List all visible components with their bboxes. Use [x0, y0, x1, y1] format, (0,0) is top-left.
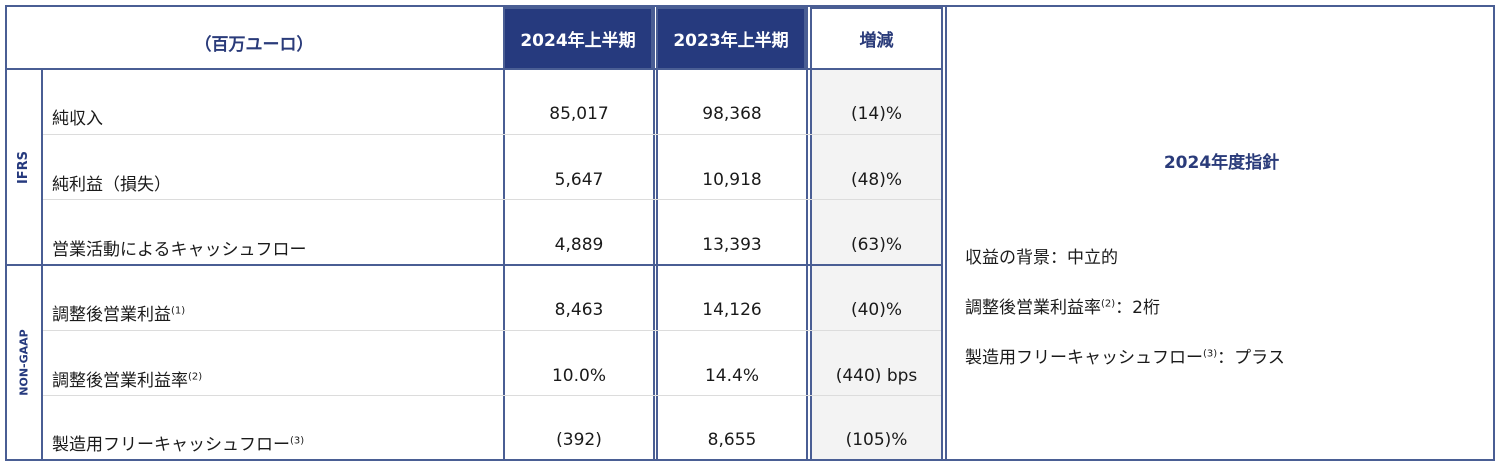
- cell-change: (105)%: [845, 430, 908, 450]
- ifrs-group-label: IFRS: [7, 70, 41, 264]
- col-divider-5: [810, 7, 812, 459]
- cell-2024: 10.0%: [551, 366, 606, 386]
- header-divider: [7, 68, 943, 70]
- guidance-item-revenue-backdrop: 収益の背景：中立的: [965, 248, 1118, 268]
- row-separator: [43, 134, 941, 135]
- cell-2023: 98,368: [702, 104, 762, 124]
- non-gaap-text: NON-GAAP: [17, 329, 31, 396]
- ifrs-text: IFRS: [16, 150, 32, 184]
- cell-change: (14)%: [850, 104, 903, 124]
- row-separator: [43, 199, 941, 200]
- cell-change: (40)%: [850, 300, 903, 320]
- row-label-operating-cash-flow: 営業活動によるキャッシュフロー: [52, 240, 307, 260]
- cell-2024: 85,017: [549, 104, 609, 124]
- guidance-item-free-cash-flow: 製造用フリーキャッシュフロー(3)：プラス: [965, 348, 1285, 368]
- table-frame: [5, 5, 1495, 461]
- row-label-adjusted-operating-income: 調整後営業利益(1): [52, 305, 186, 325]
- cell-2023: 10,918: [702, 170, 762, 190]
- row-label-net-income: 純利益（損失）: [52, 175, 171, 195]
- column-header-change: 増減: [810, 7, 943, 70]
- guidance-divider: [945, 7, 947, 459]
- cell-change: (440) bps: [835, 366, 918, 386]
- row-label-net-revenue: 純収入: [52, 109, 103, 129]
- col-divider-1: [503, 7, 505, 459]
- cell-2024: 5,647: [554, 170, 604, 190]
- non-gaap-group-label: NON-GAAP: [7, 266, 41, 459]
- cell-2023: 14,126: [702, 300, 762, 320]
- cell-change: (48)%: [850, 170, 903, 190]
- cell-2024: (392): [556, 430, 602, 450]
- row-separator: [43, 395, 941, 396]
- cell-change: (63)%: [850, 235, 903, 255]
- row-label-industrial-free-cash-flow: 製造用フリーキャッシュフロー(3): [52, 435, 305, 455]
- cell-2023: 13,393: [702, 235, 762, 255]
- cell-2024: 4,889: [554, 235, 604, 255]
- guidance-item-operating-margin: 調整後営業利益率(2)：2桁: [965, 298, 1160, 318]
- group-column-divider: [41, 70, 43, 459]
- col-divider-3: [656, 7, 658, 459]
- col-divider-4: [806, 7, 808, 459]
- cell-2024: 8,463: [554, 300, 604, 320]
- guidance-title: 2024年度指針: [1163, 153, 1280, 173]
- row-label-adjusted-operating-margin: 調整後営業利益率(2): [52, 371, 203, 391]
- col-divider-2: [653, 7, 655, 459]
- column-header-2024: 2024年上半期: [503, 7, 653, 70]
- col-divider-6: [941, 7, 943, 459]
- row-separator: [43, 330, 941, 331]
- cell-2023: 8,655: [707, 430, 757, 450]
- unit-label: （百万ユーロ）: [194, 35, 314, 55]
- group-divider: [7, 264, 943, 266]
- column-header-2023: 2023年上半期: [656, 7, 806, 70]
- cell-2023: 14.4%: [704, 366, 759, 386]
